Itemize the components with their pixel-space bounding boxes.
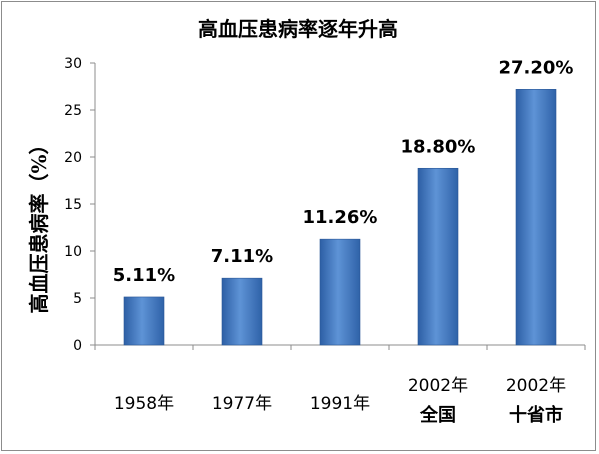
chart-title: 高血压患病率逐年升高 — [198, 17, 398, 41]
bars — [123, 89, 557, 346]
y-tick-label: 5 — [73, 291, 82, 307]
data-label: 11.26% — [303, 207, 378, 228]
data-label: 7.11% — [211, 246, 273, 267]
y-axis-label: 高血压患病率（%） — [27, 134, 51, 313]
data-label: 18.80% — [401, 136, 476, 157]
data-labels: 5.11% 7.11% 11.26% 18.80% 27.20% — [113, 57, 574, 286]
data-label: 5.11% — [113, 265, 175, 286]
bar — [123, 296, 165, 346]
x-tick-label: 1991年 — [310, 394, 370, 414]
y-tick-label: 25 — [64, 103, 82, 119]
bar — [417, 167, 459, 346]
bar — [515, 89, 557, 346]
y-tick-label: 20 — [64, 150, 82, 166]
x-tick-label: 2002年 — [506, 376, 566, 396]
y-axis: 0 5 10 15 20 25 30 — [64, 56, 585, 354]
bar — [221, 277, 263, 346]
x-tick-label: 2002年 — [408, 376, 468, 396]
x-tick-label-line2: 全国 — [419, 404, 456, 426]
x-tick-label-line2: 十省市 — [509, 404, 563, 426]
y-tick-label: 15 — [64, 197, 82, 213]
y-tick-label: 10 — [64, 244, 82, 260]
x-tick-label: 1977年 — [212, 394, 272, 414]
data-label: 27.20% — [499, 57, 574, 78]
y-tick-label: 0 — [73, 338, 82, 354]
x-tick-label: 1958年 — [114, 394, 174, 414]
y-tick-label: 30 — [64, 56, 82, 72]
bar — [319, 238, 361, 346]
